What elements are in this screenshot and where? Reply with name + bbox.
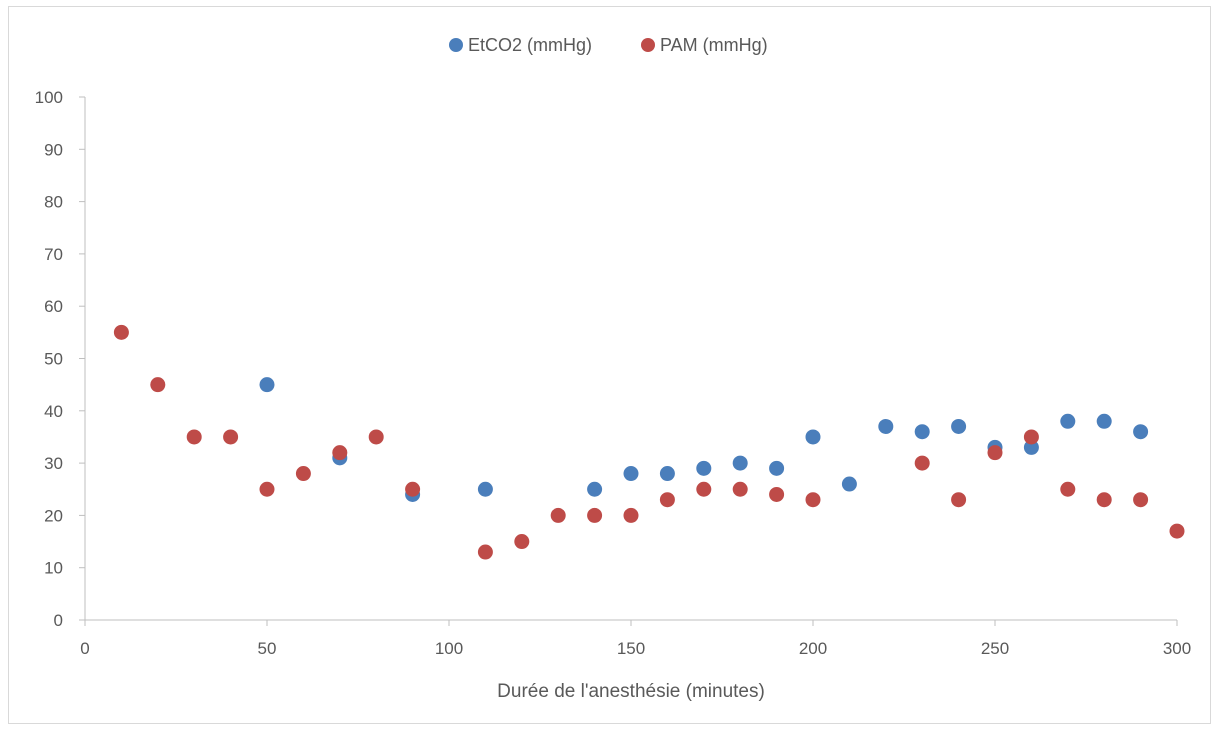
y-tick-label: 60 [44,297,63,316]
pam-point [150,377,166,393]
etco2-point [841,476,857,492]
y-tick-label: 50 [44,350,63,369]
y-tick-label: 100 [35,88,63,107]
etco2-point [805,429,821,445]
y-tick-label: 30 [44,454,63,473]
pam-point [1060,481,1076,497]
legend-label-etco2: EtCO2 (mmHg) [468,35,592,55]
pam-point [514,534,530,550]
etco2-point [1133,424,1149,440]
etco2-point [1023,439,1039,455]
pam-point [805,492,821,508]
pam-point [295,466,311,482]
legend-label-pam: PAM (mmHg) [660,35,768,55]
x-axis-title: Durée de l'anesthésie (minutes) [497,681,765,702]
legend-marker-etco2 [449,38,463,52]
pam-point [951,492,967,508]
x-tick-labels: 0 50 100 150 200 250 300 [80,639,1191,658]
pam-point [113,324,129,340]
pam-point [587,507,603,523]
etco2-point [951,418,967,434]
y-tick-label: 70 [44,245,63,264]
pam-point [769,486,785,502]
x-tick-label: 250 [981,639,1009,658]
etco2-point [259,377,275,393]
x-tick-label: 150 [617,639,645,658]
pam-point [1169,523,1185,539]
x-tick-label: 100 [435,639,463,658]
pam-point [368,429,384,445]
pam-point [732,481,748,497]
x-tick-label: 0 [80,639,89,658]
etco2-point [659,466,675,482]
pam-point [1133,492,1149,508]
pam-point [223,429,239,445]
pam-point [623,507,639,523]
etco2-point [477,481,493,497]
y-tick-labels: 0 10 20 30 40 50 60 70 80 90 100 [35,88,63,630]
etco2-point [732,455,748,471]
pam-point [987,445,1003,461]
x-tick-label: 50 [258,639,277,658]
etco2-point [769,460,785,476]
axes [79,96,1178,626]
etco2-point [696,460,712,476]
pam-point [405,481,421,497]
data-points [113,324,1185,560]
pam-point [1096,492,1112,508]
pam-point [696,481,712,497]
etco2-point [1060,413,1076,429]
etco2-point [623,466,639,482]
etco2-point [914,424,930,440]
pam-point [659,492,675,508]
legend: EtCO2 (mmHg) PAM (mmHg) [449,35,768,55]
pam-point [477,544,493,560]
x-tick-label: 200 [799,639,827,658]
series-pam [113,324,1185,560]
y-tick-label: 10 [44,559,63,578]
y-tick-label: 90 [44,140,63,159]
legend-marker-pam [641,38,655,52]
etco2-point [878,418,894,434]
y-tick-label: 0 [54,611,63,630]
x-tick-label: 300 [1163,639,1191,658]
etco2-point [1096,413,1112,429]
pam-point [332,445,348,461]
etco2-point [587,481,603,497]
chart-frame [8,6,1211,724]
pam-point [914,455,930,471]
y-tick-label: 80 [44,193,63,212]
y-tick-label: 20 [44,506,63,525]
pam-point [259,481,275,497]
pam-point [1023,429,1039,445]
pam-point [186,429,202,445]
pam-point [550,507,566,523]
y-tick-label: 40 [44,402,63,421]
